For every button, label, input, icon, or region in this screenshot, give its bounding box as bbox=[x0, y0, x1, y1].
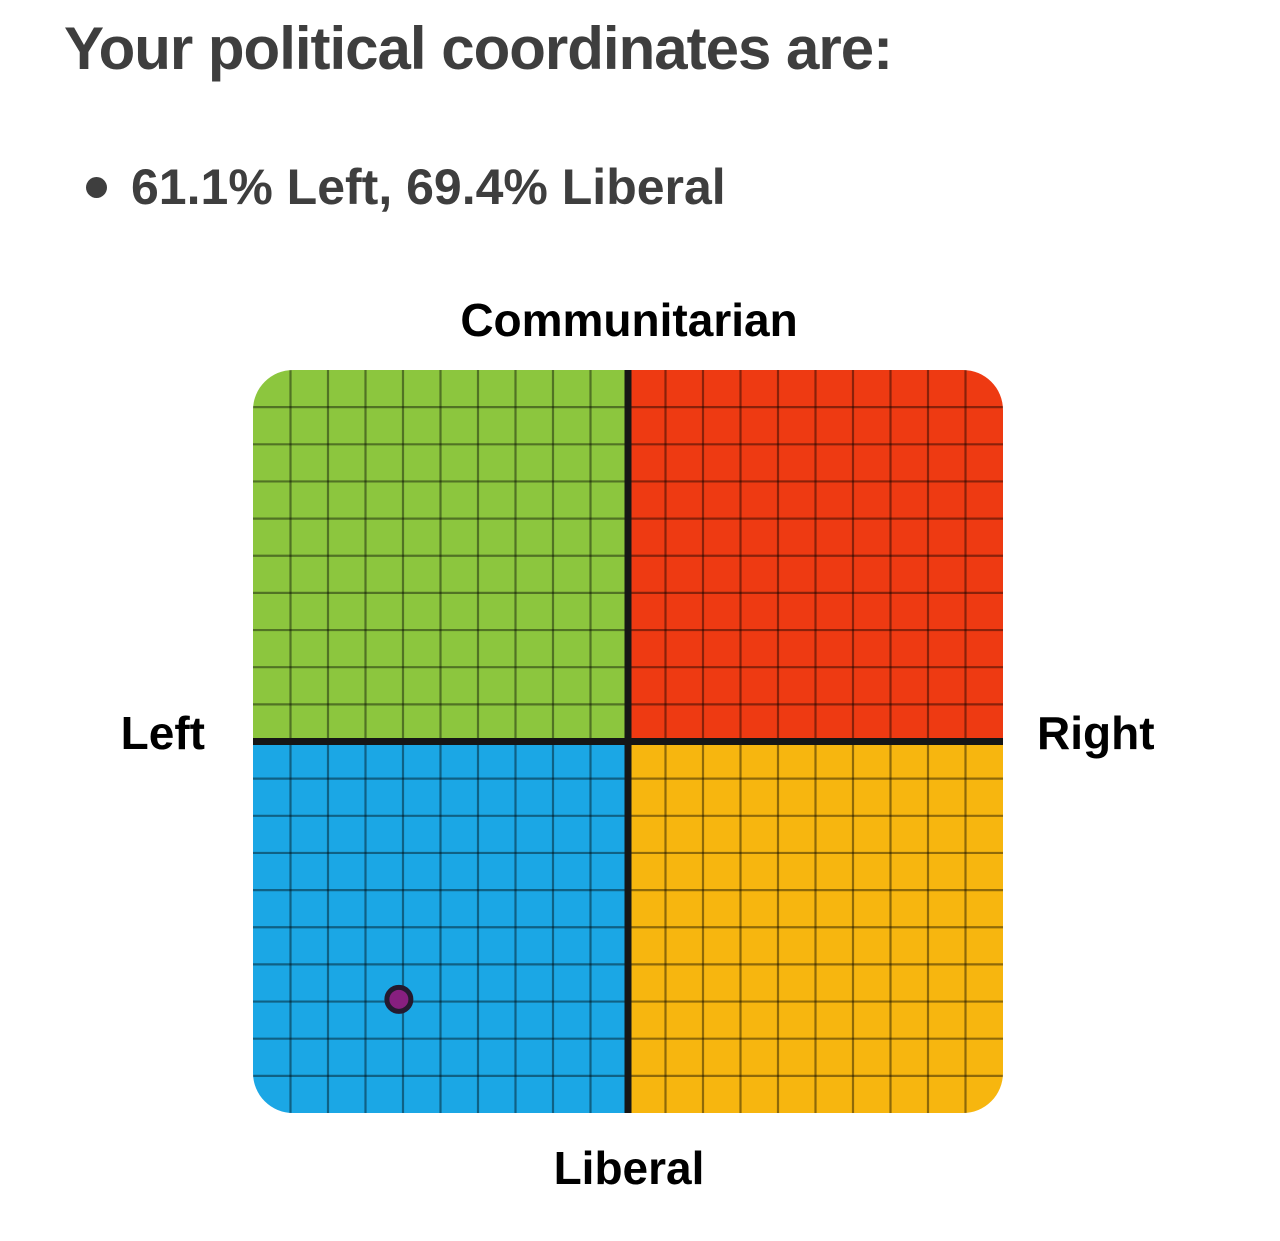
axis-label-right: Right bbox=[1037, 707, 1155, 759]
result-coordinates-text: 61.1% Left, 69.4% Liberal bbox=[131, 159, 726, 215]
result-dot bbox=[384, 984, 414, 1014]
axis-label-liberal: Liberal bbox=[553, 1142, 705, 1194]
axis-label-communitarian: Communitarian bbox=[460, 294, 798, 346]
page-title: Your political coordinates are: bbox=[64, 15, 893, 82]
axis-label-left: Left bbox=[120, 707, 205, 759]
result-list-item: 61.1% Left, 69.4% Liberal bbox=[86, 158, 726, 216]
quadrant-chart-svg bbox=[253, 370, 1003, 1113]
bullet-icon bbox=[86, 176, 107, 198]
axis-lines bbox=[253, 370, 1003, 1113]
quadrant-left-communitarian bbox=[253, 370, 628, 742]
political-coordinates-chart bbox=[253, 370, 1003, 1113]
quadrant-left-liberal bbox=[253, 741, 628, 1113]
quadrant-right-liberal bbox=[628, 741, 1003, 1113]
quadrant-right-communitarian bbox=[628, 370, 1003, 742]
